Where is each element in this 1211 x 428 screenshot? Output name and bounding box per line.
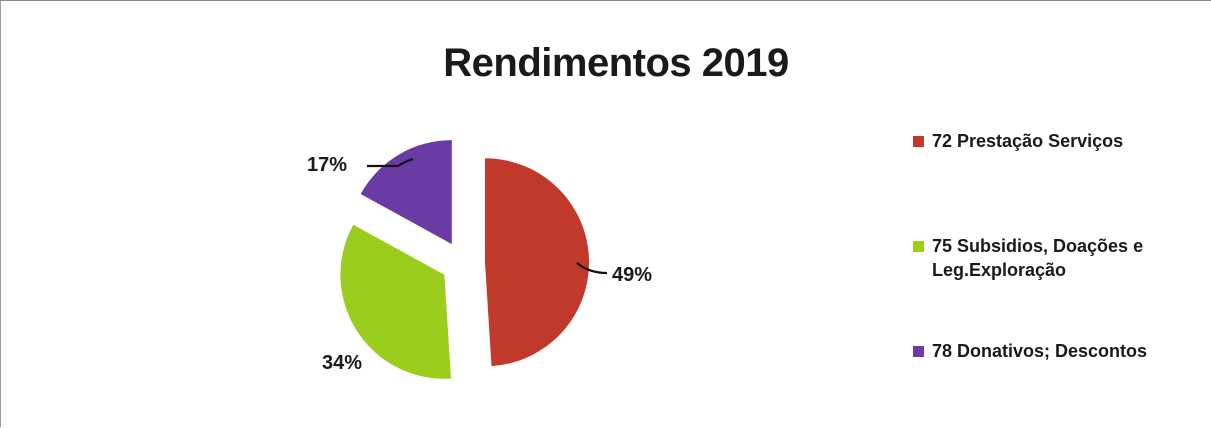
legend-swatch-prestacao-servicos [913,136,924,147]
legend-item-donativos-descontos: 78 Donativos; Descontos [913,339,1202,363]
pie-slice-donativos-descontos [360,140,452,245]
data-label-prestacao-servicos: 49% [612,264,652,286]
data-label-subsidios-doacoes: 34% [322,352,362,374]
legend-label: 75 Subsidios, Doações e Leg.Exploração [932,236,1144,280]
data-label-donativos-descontos: 17% [307,154,347,176]
legend-item-subsidios-doacoes: 75 Subsidios, Doações e Leg.Exploração [913,234,1182,282]
leader-line-prestacao-servicos [576,262,608,275]
legend-swatch-subsidios-doacoes [913,241,924,252]
leader-line-donativos-descontos [367,157,414,168]
pie-slice-prestacao-servicos [485,158,590,367]
legend-item-prestacao-servicos: 72 Prestação Serviços [913,129,1202,153]
pie-slice-subsidios-doacoes [340,224,451,379]
legend-swatch-donativos-descontos [913,346,924,357]
legend-label: 72 Prestação Serviços [932,131,1124,151]
legend-label: 78 Donativos; Descontos [932,341,1148,361]
chart-title: Rendimentos 2019 [443,41,789,85]
